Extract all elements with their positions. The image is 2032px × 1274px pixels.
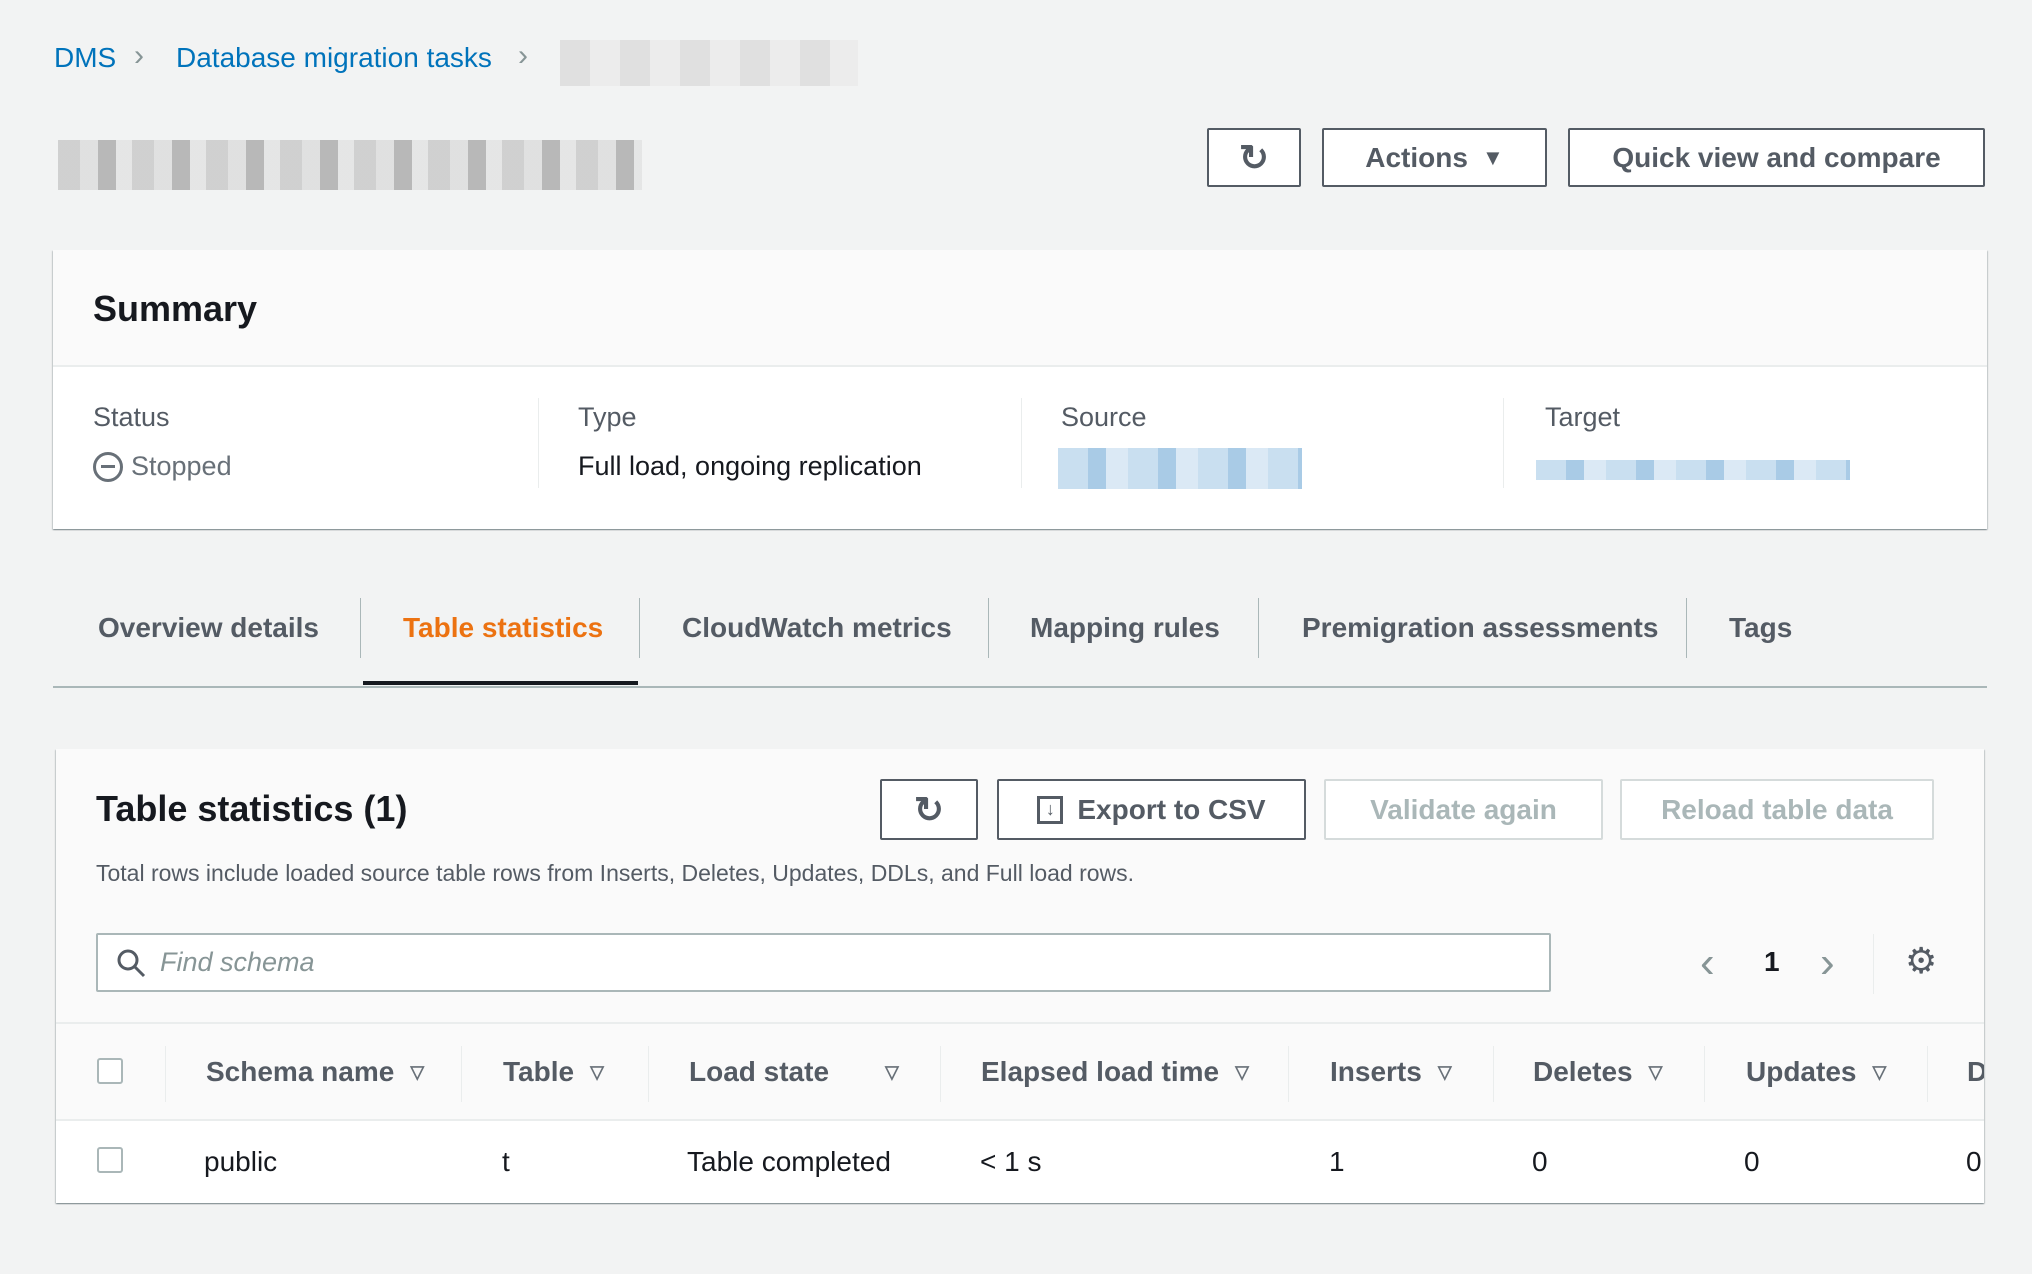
summary-panel xyxy=(53,250,1987,529)
previous-page-icon[interactable]: ‹ xyxy=(1700,938,1715,987)
chevron-right-icon: › xyxy=(134,39,144,72)
column-header-inserts[interactable]: Inserts ▽ xyxy=(1330,1056,1452,1087)
cell-schema-name: public xyxy=(204,1146,278,1177)
sort-icon: ▽ xyxy=(885,1061,899,1082)
cell-load-state: Table completed xyxy=(687,1146,891,1177)
type-value: Full load, ongoing replication xyxy=(578,451,922,481)
refresh-icon: ↻ xyxy=(913,788,945,830)
refresh-icon: ↻ xyxy=(1238,136,1270,178)
select-all-checkbox[interactable] xyxy=(97,1058,123,1084)
search-icon xyxy=(117,949,146,977)
caret-down-icon: ▼ xyxy=(1481,144,1504,170)
breadcrumb-migration-tasks[interactable]: Database migration tasks xyxy=(176,42,492,73)
row-checkbox[interactable] xyxy=(97,1147,123,1173)
sort-icon: ▽ xyxy=(1872,1061,1887,1082)
cell-table: t xyxy=(502,1146,510,1177)
validate-again-button[interactable]: Validate again xyxy=(1324,779,1603,840)
tabs-divider xyxy=(53,686,1987,688)
cell-inserts: 1 xyxy=(1329,1146,1345,1177)
export-label: Export to CSV xyxy=(1077,793,1266,825)
sort-icon: ▽ xyxy=(410,1061,425,1082)
column-header-deletes[interactable]: Deletes ▽ xyxy=(1533,1056,1663,1087)
tab-premigration-assessments[interactable]: Premigration assessments xyxy=(1302,612,1659,643)
tab-mapping-rules[interactable]: Mapping rules xyxy=(1030,612,1220,643)
quick-view-compare-button[interactable]: Quick view and compare xyxy=(1568,128,1985,187)
settings-gear-icon[interactable]: ⚙ xyxy=(1905,940,1938,981)
target-link-redacted[interactable] xyxy=(1536,460,1850,480)
source-label: Source xyxy=(1061,402,1147,432)
search-placeholder: Find schema xyxy=(160,947,315,977)
source-link-redacted[interactable] xyxy=(1058,448,1302,489)
breadcrumb-dms[interactable]: DMS xyxy=(54,42,117,73)
sort-icon: ▽ xyxy=(1235,1061,1249,1082)
column-header-elapsed-load-time[interactable]: Elapsed load time ▽ xyxy=(981,1056,1249,1087)
download-icon: ↓ xyxy=(1037,795,1064,824)
summary-title: Summary xyxy=(93,288,258,329)
reload-table-data-button[interactable]: Reload table data xyxy=(1620,779,1934,840)
cell-updates: 0 xyxy=(1744,1146,1760,1177)
tab-table-statistics[interactable]: Table statistics xyxy=(403,612,604,643)
sort-icon: ▽ xyxy=(590,1061,604,1082)
stopped-icon xyxy=(93,451,123,482)
find-schema-input[interactable]: Find schema xyxy=(96,933,1551,992)
actions-label: Actions xyxy=(1365,141,1468,173)
chevron-right-icon: › xyxy=(518,39,528,72)
table-statistics-description: Total rows include loaded source table r… xyxy=(96,860,1135,886)
type-label: Type xyxy=(578,402,637,432)
column-header-table[interactable]: Table ▽ xyxy=(503,1056,604,1087)
cell-ddls: 0 xyxy=(1966,1146,1982,1177)
status-value: Stopped xyxy=(93,451,232,482)
status-text: Stopped xyxy=(131,451,232,481)
column-header-schema-name[interactable]: Schema name ▽ xyxy=(206,1056,425,1087)
table-refresh-button[interactable]: ↻ xyxy=(880,779,978,840)
tab-cloudwatch-metrics[interactable]: CloudWatch metrics xyxy=(682,612,952,643)
next-page-icon[interactable]: › xyxy=(1820,938,1835,987)
sort-icon: ▽ xyxy=(1437,1061,1452,1082)
tab-overview-details[interactable]: Overview details xyxy=(98,612,320,643)
breadcrumb-current-redacted xyxy=(560,40,858,86)
export-csv-button[interactable]: ↓ Export to CSV xyxy=(997,779,1306,840)
sort-icon: ▽ xyxy=(1648,1061,1663,1082)
refresh-button[interactable]: ↻ xyxy=(1207,128,1301,187)
current-page[interactable]: 1 xyxy=(1764,946,1780,977)
page-title-redacted xyxy=(58,140,642,190)
column-header-updates[interactable]: Updates ▽ xyxy=(1746,1056,1887,1087)
column-header-load-state[interactable]: Load state ▽ xyxy=(689,1056,899,1087)
cell-deletes: 0 xyxy=(1532,1146,1548,1177)
cell-elapsed-load-time: < 1 s xyxy=(980,1146,1042,1177)
target-label: Target xyxy=(1545,402,1621,432)
status-label: Status xyxy=(93,402,170,432)
tab-tags[interactable]: Tags xyxy=(1729,612,1793,643)
actions-button[interactable]: Actions ▼ xyxy=(1322,128,1547,187)
active-tab-indicator xyxy=(363,681,638,685)
column-header-ddls[interactable]: D xyxy=(1967,1056,1984,1087)
table-statistics-title: Table statistics (1) xyxy=(96,788,408,829)
